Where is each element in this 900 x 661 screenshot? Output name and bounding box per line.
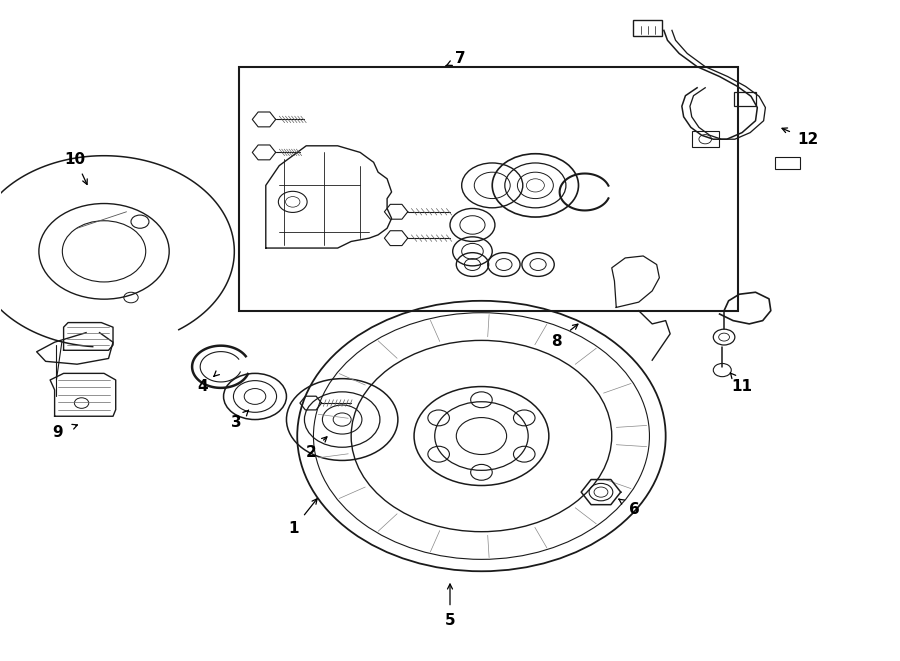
Text: 6: 6 bbox=[629, 502, 640, 518]
Bar bbox=[692, 132, 719, 147]
Text: 5: 5 bbox=[445, 613, 455, 628]
Text: 10: 10 bbox=[65, 151, 86, 167]
Bar bbox=[238, 67, 738, 311]
Text: 8: 8 bbox=[551, 334, 562, 349]
Bar bbox=[734, 92, 755, 106]
Text: 4: 4 bbox=[198, 379, 208, 394]
Text: 9: 9 bbox=[52, 425, 63, 440]
Text: 7: 7 bbox=[455, 52, 466, 66]
Text: 11: 11 bbox=[732, 379, 752, 394]
Bar bbox=[775, 157, 800, 169]
Bar bbox=[634, 20, 662, 36]
Text: 1: 1 bbox=[288, 521, 299, 536]
Text: 3: 3 bbox=[230, 415, 241, 430]
Text: 12: 12 bbox=[797, 132, 818, 147]
Text: 2: 2 bbox=[305, 445, 316, 460]
